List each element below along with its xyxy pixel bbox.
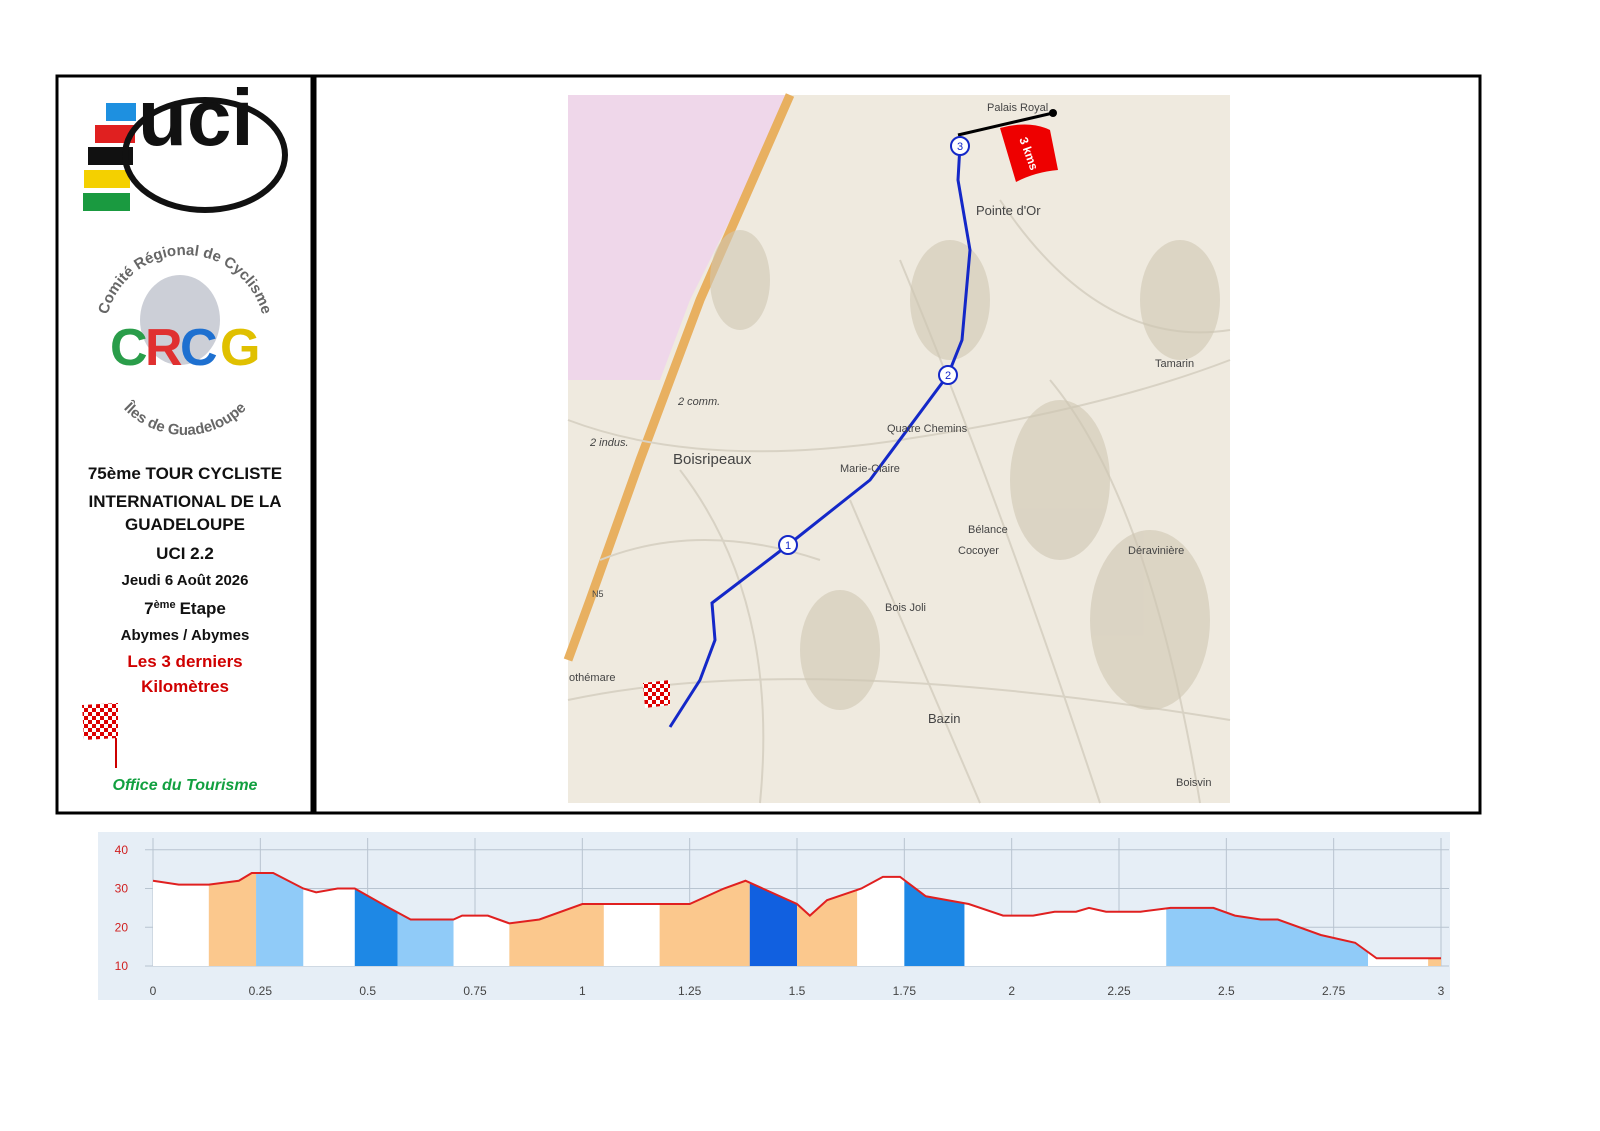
gradient-section [659, 880, 750, 966]
title-line: GUADELOUPE [125, 515, 245, 534]
title-line: 75ème TOUR CYCLISTE [88, 464, 282, 483]
crcg-letter: C [110, 319, 148, 377]
sidebar-box [55, 74, 314, 815]
x-tick-label: 0.25 [249, 984, 273, 998]
office: Office du Tourisme [113, 777, 258, 794]
x-tick-label: 3 [1438, 984, 1445, 998]
chart: 10 20 30 40 0 0.25 0.5 0.75 1 1.25 1.5 1.75 2 2.25 2.5… [115, 838, 1449, 998]
map-label: 2 indus. [589, 437, 629, 449]
map-label: Marie-Claire [840, 463, 900, 475]
gradient-section [509, 904, 604, 966]
y-tick-label: 10 [115, 959, 129, 973]
stage-word: Etape [180, 599, 226, 618]
map-label: Tamarin [1155, 358, 1194, 370]
stage-num: 7 [144, 599, 153, 618]
crcg-letter: R [145, 319, 183, 377]
gradient-section [797, 889, 858, 966]
map-label: Bois Joli [885, 602, 926, 614]
map-label: Bélance [968, 524, 1008, 536]
x-tick-label: 1.5 [789, 984, 806, 998]
crcg-letter: C [180, 319, 218, 377]
gradient-section [1166, 907, 1369, 966]
title-line: INTERNATIONAL DE LA [89, 492, 282, 511]
gradient-section [749, 882, 797, 966]
map: 3 kms 1 2 3 Palais Royal Pointe d'Or Tam… [563, 93, 1231, 804]
map-label: othémare [569, 672, 615, 684]
x-tick-label: 2 [1008, 984, 1015, 998]
highlight: Kilomètres [141, 677, 229, 696]
map-label: Cocoyer [958, 545, 999, 557]
x-tick-label: 2.25 [1107, 984, 1131, 998]
gradient-section [256, 873, 304, 966]
highlight: Les 3 derniers [127, 652, 242, 671]
km-marker: 1 [785, 540, 791, 552]
map-label: 2 comm. [677, 396, 720, 408]
map-label: Bazin [928, 711, 961, 726]
gradient-section [354, 888, 398, 966]
y-tick-label: 30 [115, 882, 129, 896]
category: UCI 2.2 [156, 544, 214, 563]
stage-sup: ème [154, 599, 176, 611]
stage: 7ème Etape [144, 599, 226, 618]
crcg-bottom: Îles de Guadeloupe [120, 398, 250, 439]
x-tick-label: 1.75 [893, 984, 917, 998]
y-tick-label: 40 [115, 843, 129, 857]
map-box [313, 74, 1482, 815]
gradient-section [904, 880, 965, 966]
x-tick-label: 0.75 [463, 984, 487, 998]
x-tick-label: 1.25 [678, 984, 702, 998]
finish-flag-icon [82, 703, 118, 768]
crcg-letter: G [220, 319, 260, 377]
x-tick-label: 0.5 [359, 984, 376, 998]
x-tick-label: 2.5 [1218, 984, 1235, 998]
crcg-logo: Comité Régional de Cyclisme Îles de Guad… [95, 242, 275, 439]
map-label: Pointe d'Or [976, 203, 1041, 218]
gradient-section [208, 873, 257, 966]
map-label: Déravinière [1128, 545, 1184, 557]
map-label: Boisripeaux [673, 451, 752, 468]
crcg-bottom-path: Îles de Guadeloupe [120, 398, 250, 439]
map-label: Boisvin [1176, 777, 1211, 789]
y-tick-label: 20 [115, 920, 129, 934]
gradient-section [397, 912, 454, 966]
map-label: Palais Royal [987, 102, 1048, 114]
uci-logo: uci [83, 73, 288, 213]
elevation-line [152, 872, 1441, 960]
route: Abymes / Abymes [121, 627, 250, 644]
x-tick-label: 1 [579, 984, 586, 998]
x-tick-label: 2.75 [1322, 984, 1346, 998]
date: Jeudi 6 Août 2026 [122, 572, 249, 589]
km-marker: 2 [945, 370, 951, 382]
map-label: N5 [592, 589, 604, 599]
map-label: Quatre Chemins [887, 423, 968, 435]
uci-text: uci [138, 73, 254, 162]
gradient-section [1428, 958, 1441, 966]
x-tick-label: 0 [150, 984, 157, 998]
km-marker: 3 [957, 141, 963, 153]
